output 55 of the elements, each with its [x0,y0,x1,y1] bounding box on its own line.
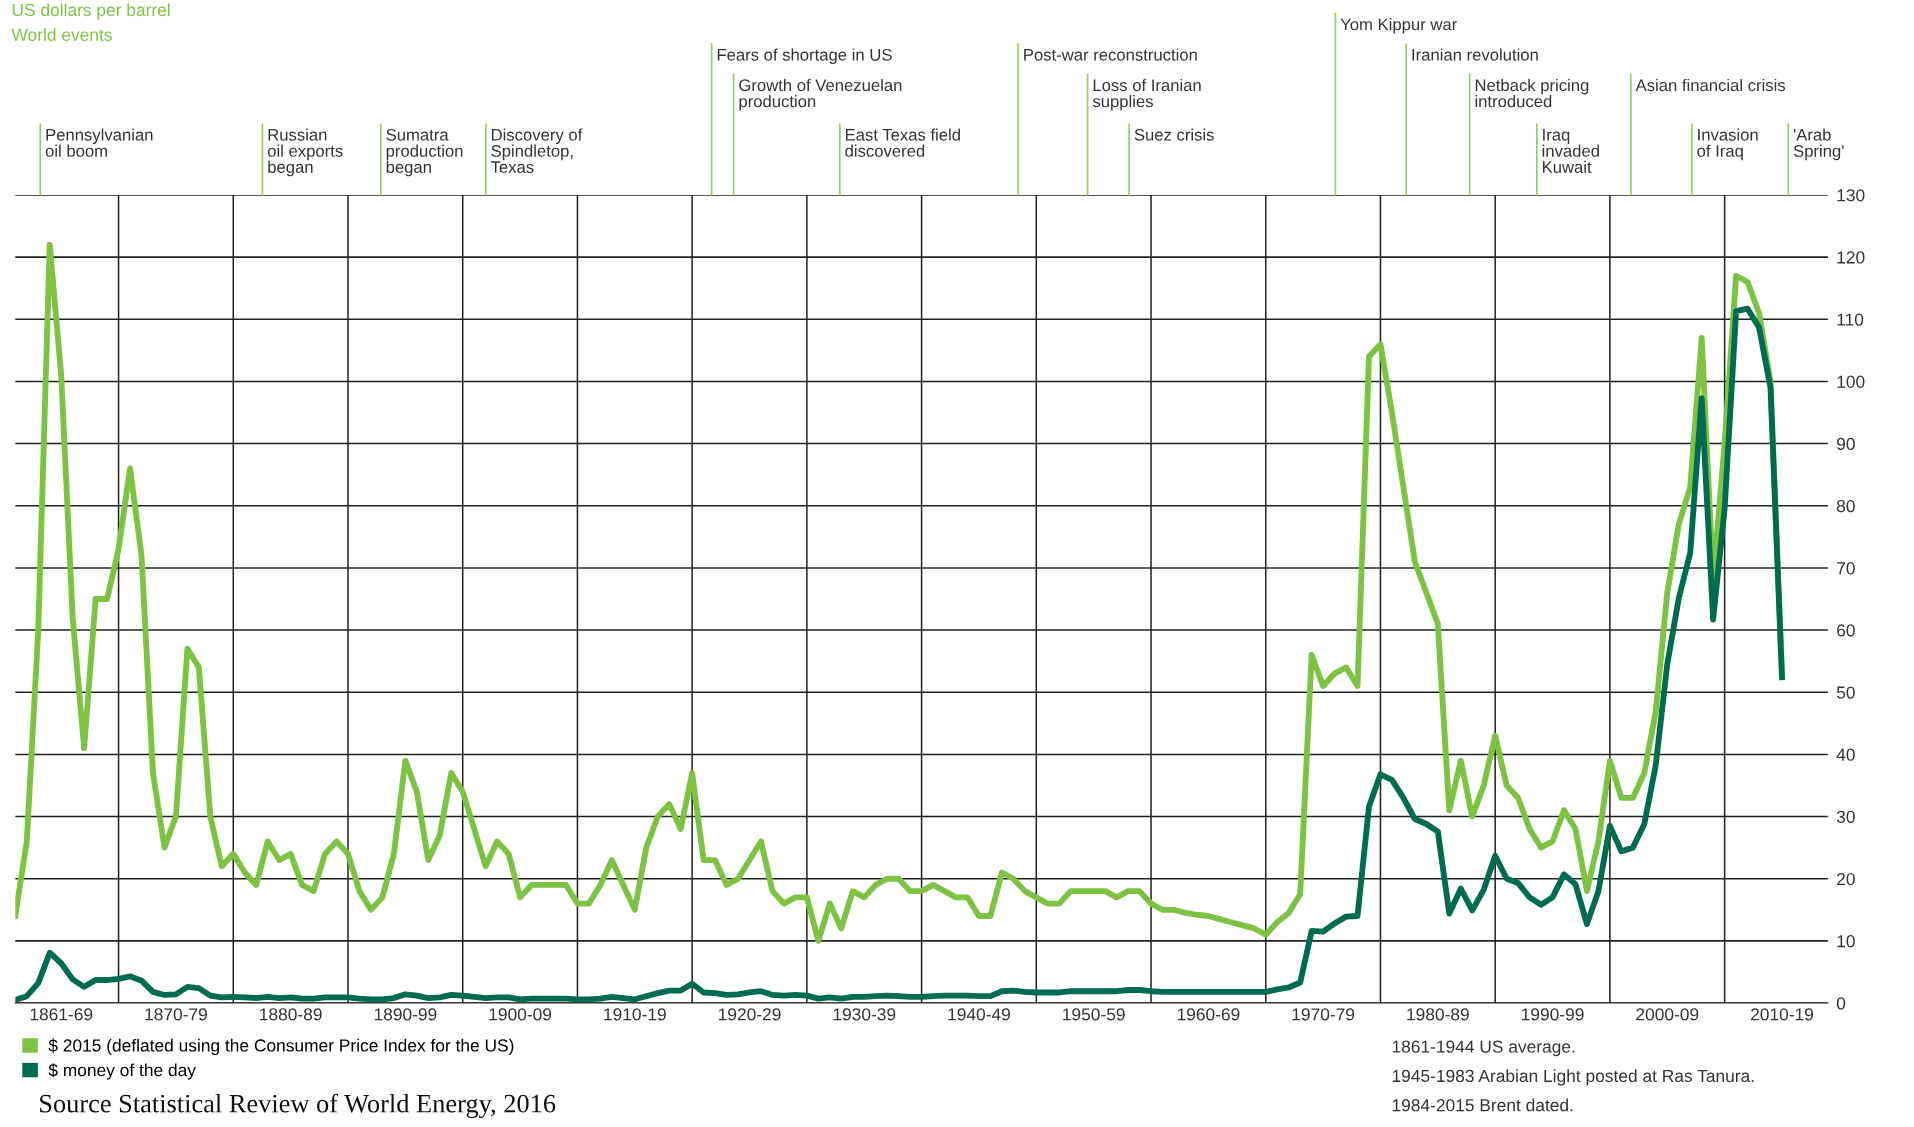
y-tick-label: 20 [1837,872,1855,886]
text: 1861-1944 US average. [1392,1040,1575,1057]
y-tick-label: 110 [1837,313,1864,326]
text: Pennsylvanian oil boom [45,128,153,157]
text: Invasion of Iraq [1697,128,1758,161]
text: Russian oil exports began [267,128,343,177]
y-tick-label: 30 [1836,810,1855,824]
x-tick-label: 1870-79 [145,1008,207,1021]
chart-subtitle: World events [11,28,112,41]
y-tick-label: 70 [1837,562,1855,575]
text: Yom Kippur war [1340,18,1457,34]
text: Netback pricing introduced [1475,78,1589,108]
y-tick-label: 80 [1836,499,1855,513]
text: 1945-1983 Arabian Light posted at Ras Tanura. [1392,1069,1754,1086]
x-tick-label: 2000-09 [1636,1008,1699,1021]
x-tick-label: 1970-79 [1292,1008,1355,1021]
text: East Texas field discovered [845,128,960,157]
y-tick-label: 0 [1836,997,1846,1010]
y-tick-label: 120 [1837,251,1865,264]
y-tick-label: 40 [1836,748,1855,761]
y-tick-label: 130 [1837,189,1865,202]
x-tick-label: 1880-89 [260,1008,322,1021]
text: Iraq invaded Kuwait [1542,129,1599,173]
x-tick-label: 2010-19 [1751,1008,1814,1021]
text: Fears of shortage in US [717,48,892,64]
x-tick-label: 1990-99 [1522,1008,1584,1021]
x-tick-label: 1890-99 [374,1008,437,1021]
y-tick-label: 90 [1837,437,1855,451]
x-tick-label: 1980-89 [1407,1008,1469,1021]
text: Sumatra production began [386,128,463,177]
text: US dollars per barrel [12,3,170,20]
text: Asian financial crisis [1635,78,1786,92]
x-tick-label: 1861-69 [30,1008,93,1021]
x-tick-label: 1940-49 [948,1008,1010,1021]
y-tick-label: 50 [1836,686,1855,699]
x-tick-label: 1900-09 [489,1008,552,1021]
text: Post-war reconstruction [1024,48,1197,61]
legend-label: $ 2015 (deflated using the Consumer Price Index for the US) [48,1038,514,1056]
legend-label: $ money of the day [48,1063,196,1080]
text: Loss of Iranian supplies [1092,78,1201,111]
text: Suez crisis [1134,128,1214,141]
text: 'Arab Spring' [1793,128,1844,161]
text: Growth of Venezuelan production [739,78,902,111]
text: Discovery of Spindletop, Texas [490,128,583,173]
source-note: Source Statistical Review of World Energy, 2016 [40,1093,556,1118]
text: 1984-2015 Brent dated. [1392,1098,1573,1112]
x-tick-label: 1950-59 [1063,1008,1125,1021]
x-tick-label: 1930-39 [833,1008,896,1021]
text: Iranian revolution [1412,48,1538,61]
x-tick-label: 1920-29 [718,1008,781,1021]
y-tick-label: 10 [1837,935,1855,948]
y-tick-label: 60 [1837,624,1855,637]
y-tick-label: 100 [1837,375,1865,388]
x-tick-label: 1960-69 [1177,1008,1240,1021]
x-tick-label: 1910-19 [604,1008,666,1021]
